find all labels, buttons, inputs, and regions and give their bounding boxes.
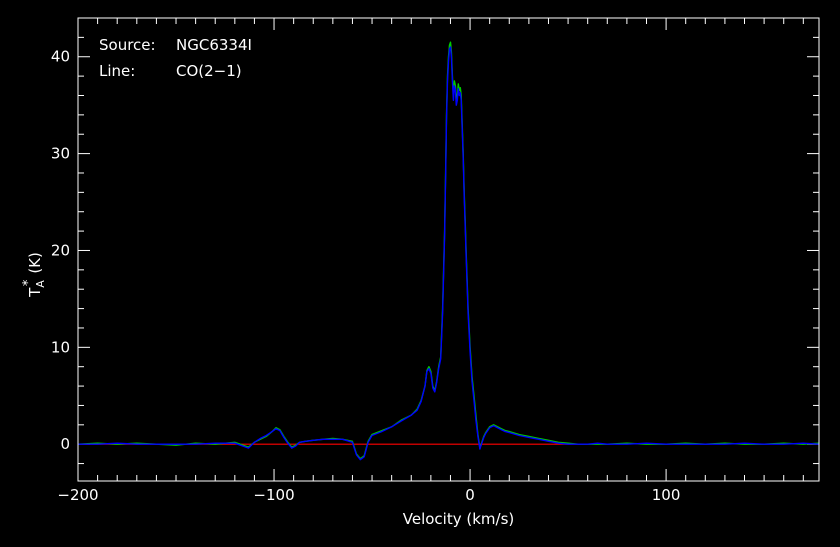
x-tick-label: 0 <box>465 486 475 504</box>
x-axis-label: Velocity (km/s) <box>403 510 514 528</box>
y-label-superscript: * <box>21 279 36 286</box>
y-label-unit: (K) <box>26 252 44 274</box>
x-tick-label: −100 <box>253 486 294 504</box>
plot-frame <box>77 17 820 482</box>
tick-labels: −200 −100 0 100 0 10 20 30 40 <box>51 48 681 504</box>
annotations: Source: NGC6334I Line: CO(2−1) <box>99 36 252 80</box>
annotation-source-key: Source: <box>99 36 156 54</box>
y-tick-label: 20 <box>51 241 70 259</box>
x-tick-label: 100 <box>652 486 681 504</box>
y-tick-label: 40 <box>51 48 70 66</box>
y-label-subscript: A <box>34 280 47 288</box>
y-label-base: T <box>26 287 44 298</box>
y-tick-label: 30 <box>51 145 70 163</box>
annotation-line-value: CO(2−1) <box>176 62 242 80</box>
x-tick-label: −200 <box>57 486 98 504</box>
svg-text:TA*(K): TA* (K) <box>21 252 47 298</box>
annotation-source-value: NGC6334I <box>176 36 252 54</box>
series-line-2 <box>78 46 820 461</box>
y-tick-label: 0 <box>60 435 70 453</box>
y-axis-label: TA* (K) <box>21 252 47 298</box>
y-tick-label: 10 <box>51 338 70 356</box>
annotation-line-key: Line: <box>99 62 135 80</box>
series-layer <box>77 41 820 461</box>
